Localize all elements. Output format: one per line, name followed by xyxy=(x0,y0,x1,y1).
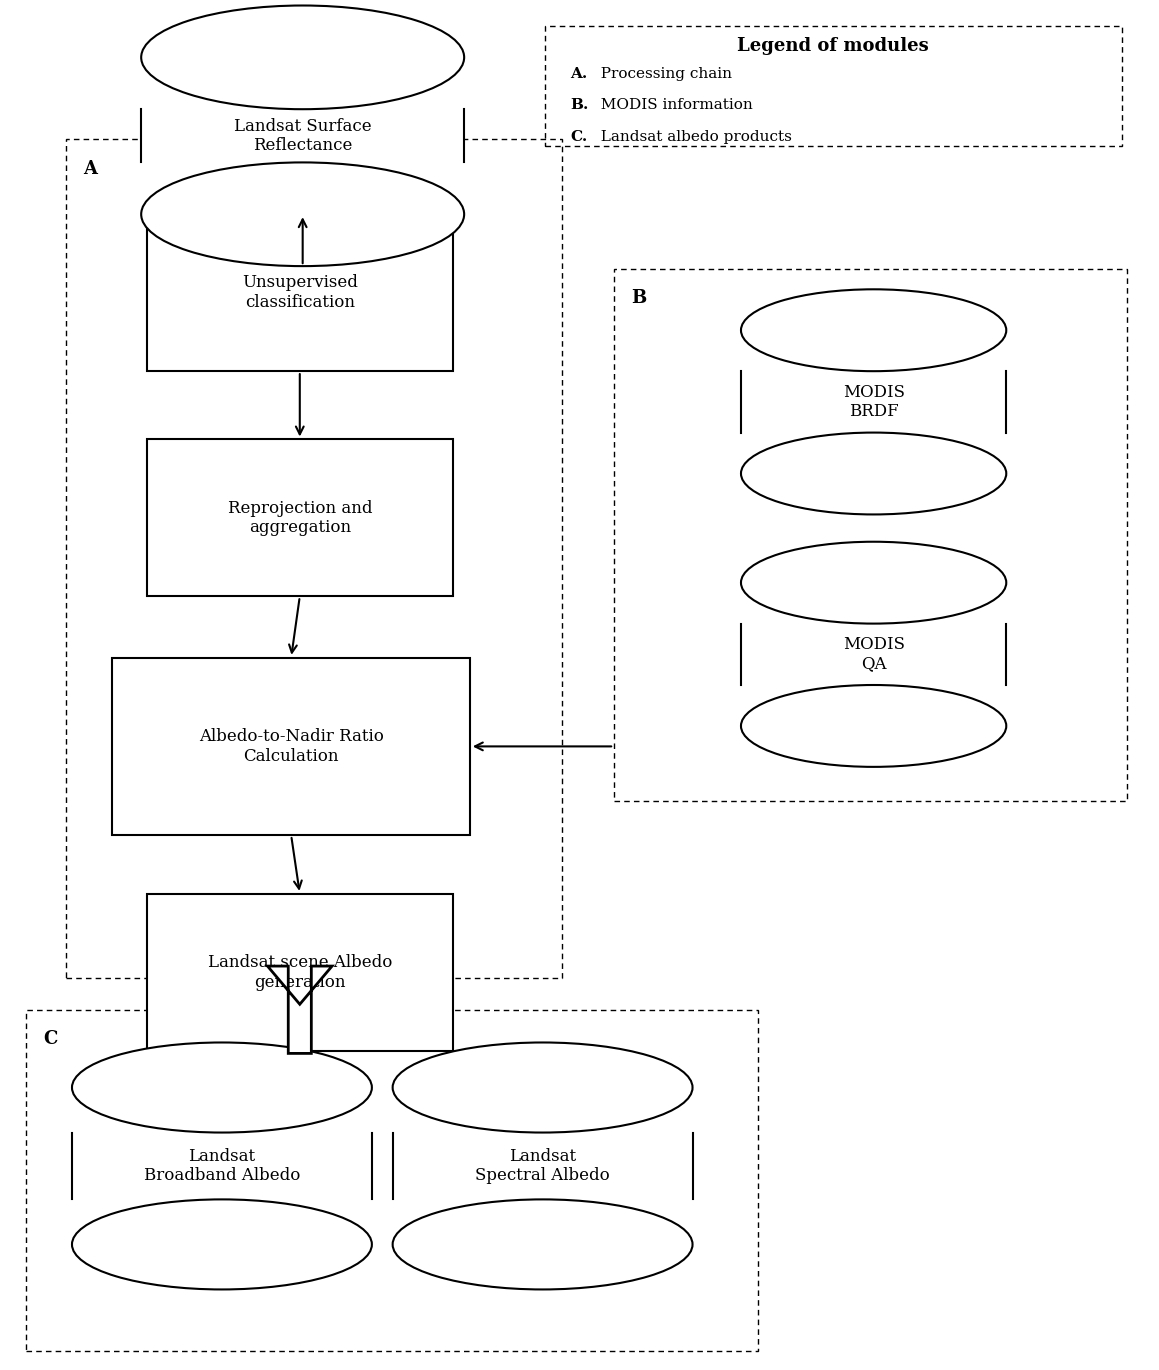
Text: Albedo-to-Nadir Ratio
Calculation: Albedo-to-Nadir Ratio Calculation xyxy=(198,727,384,764)
Ellipse shape xyxy=(141,5,464,110)
Text: A: A xyxy=(83,160,97,178)
Text: Processing chain: Processing chain xyxy=(591,67,732,81)
Bar xyxy=(614,269,1128,801)
Ellipse shape xyxy=(393,1043,693,1133)
Text: B: B xyxy=(632,289,647,307)
Text: Landsat scene Albedo
generation: Landsat scene Albedo generation xyxy=(207,954,392,991)
Ellipse shape xyxy=(72,1199,372,1289)
Text: MODIS information: MODIS information xyxy=(591,99,753,112)
Ellipse shape xyxy=(741,289,1006,371)
Text: Landsat
Broadband Albedo: Landsat Broadband Albedo xyxy=(144,1148,300,1184)
Text: MODIS
BRDF: MODIS BRDF xyxy=(843,384,905,421)
Text: Landsat Surface
Reflectance: Landsat Surface Reflectance xyxy=(234,118,372,153)
Bar xyxy=(72,1088,372,1244)
Text: A.: A. xyxy=(570,67,588,81)
Bar xyxy=(147,893,453,1051)
Text: Legend of modules: Legend of modules xyxy=(737,37,930,55)
Bar xyxy=(147,214,453,371)
Bar xyxy=(66,140,562,978)
Bar xyxy=(141,58,464,214)
Ellipse shape xyxy=(741,541,1006,623)
Ellipse shape xyxy=(141,163,464,266)
Text: Unsupervised
classification: Unsupervised classification xyxy=(242,274,358,311)
Text: MODIS
QA: MODIS QA xyxy=(843,636,905,673)
Text: Landsat
Spectral Albedo: Landsat Spectral Albedo xyxy=(475,1148,610,1184)
Polygon shape xyxy=(268,966,333,1054)
Bar xyxy=(741,582,1006,726)
Text: B.: B. xyxy=(570,99,589,112)
Bar xyxy=(112,658,469,836)
Bar xyxy=(147,440,453,596)
Text: C.: C. xyxy=(570,130,588,144)
Ellipse shape xyxy=(741,685,1006,767)
Ellipse shape xyxy=(741,433,1006,515)
Text: Landsat albedo products: Landsat albedo products xyxy=(591,130,792,144)
Bar xyxy=(25,1010,758,1351)
Bar xyxy=(393,1088,693,1244)
Bar xyxy=(741,330,1006,474)
Bar xyxy=(545,26,1122,147)
Text: Reprojection and
aggregation: Reprojection and aggregation xyxy=(227,500,372,536)
Ellipse shape xyxy=(72,1043,372,1133)
Text: C: C xyxy=(43,1030,58,1048)
Ellipse shape xyxy=(393,1199,693,1289)
